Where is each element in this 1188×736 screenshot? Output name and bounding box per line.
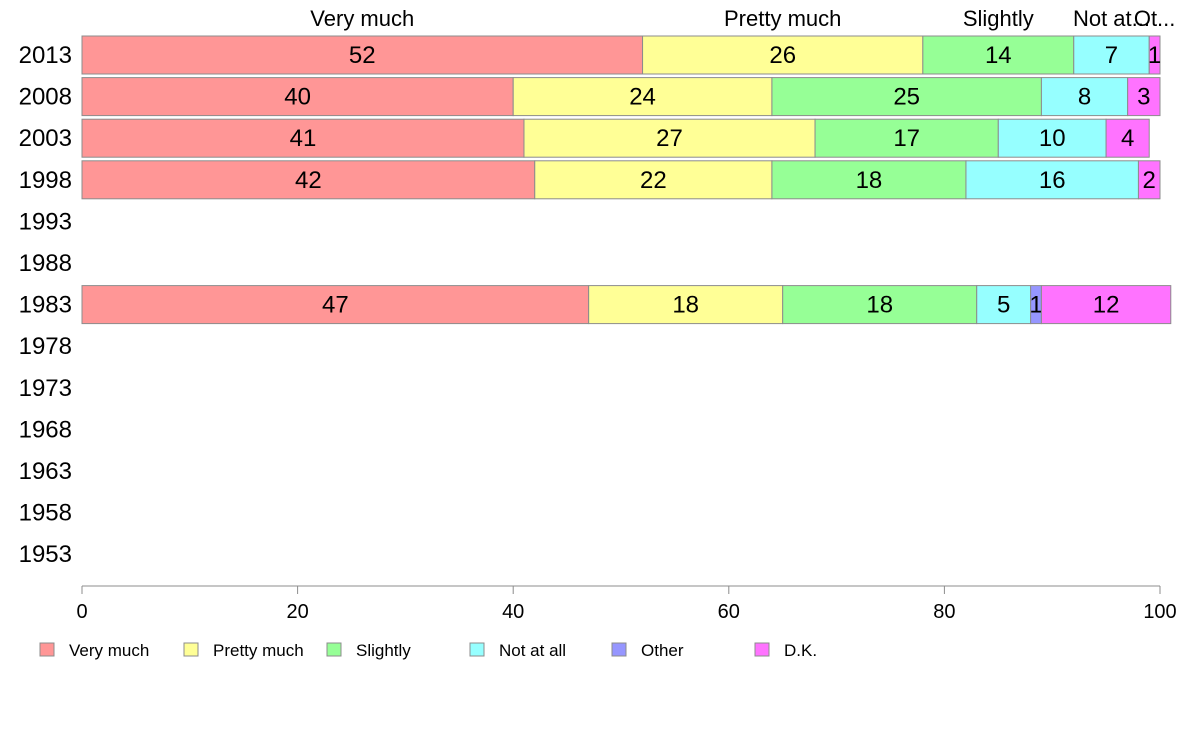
bar-2008-pretty-much: [512, 77, 773, 117]
top-label: Not at...: [1073, 6, 1150, 31]
y-axis: 2013 2008 2003 1998 1993 1988 1983 1978 1973 1968…: [19, 42, 72, 568]
bar-2003-very-much: [81, 118, 525, 158]
top-label: Ot...: [1134, 6, 1176, 31]
bar-2008-very-much: [81, 77, 514, 117]
bar-value-label: 1: [1148, 42, 1161, 69]
bar-value-label: 42: [295, 167, 322, 194]
legend-swatch: [183, 642, 199, 657]
top-label: Very much: [310, 6, 414, 31]
bar-value-label: 14: [985, 42, 1012, 69]
bar-value-label: 17: [893, 125, 920, 152]
x-tick-label: 40: [502, 601, 524, 623]
bar-value-label: 41: [290, 125, 317, 152]
y-tick-label-2003: 2003: [19, 125, 72, 152]
y-tick-label-1953: 1953: [19, 541, 72, 568]
bar-value-label: 12: [1093, 292, 1120, 319]
legend-swatch: [39, 642, 55, 657]
bar-value-label: 26: [769, 42, 796, 69]
y-tick-label-1978: 1978: [19, 333, 72, 360]
bars-layer: 52 26 14 7 1 40 24 25 8 3 41 27 17 10 4 42 22 18 16 2 47 18 18…: [81, 35, 1172, 325]
legend-swatch: [754, 642, 770, 657]
bar-1998-not-at-all: [965, 160, 1139, 200]
x-tick-label: 80: [933, 601, 955, 623]
bar-2003-d-k-: [1105, 118, 1150, 158]
legend-label: Not at all: [499, 641, 566, 660]
bar-1983-d-k-: [1040, 285, 1172, 325]
bar-value-label: 1: [1029, 292, 1042, 319]
bar-value-label: 27: [656, 125, 683, 152]
bar-value-label: 16: [1039, 167, 1066, 194]
legend-label: Slightly: [356, 641, 411, 660]
legend-label: Pretty much: [213, 641, 304, 660]
bar-1998-d-k-: [1137, 160, 1161, 200]
legend-label: D.K.: [784, 641, 817, 660]
bar-value-label: 18: [672, 292, 699, 319]
bar-2013-very-much: [81, 35, 644, 75]
x-tick-label: 100: [1143, 601, 1176, 623]
y-tick-label-2008: 2008: [19, 84, 72, 111]
bar-value-label: 18: [866, 292, 893, 319]
bar-value-label: 3: [1137, 84, 1150, 111]
x-tick-label: 0: [76, 601, 87, 623]
bar-2008-d-k-: [1127, 77, 1161, 117]
bar-value-label: 8: [1078, 84, 1091, 111]
bar-value-label: 18: [856, 167, 883, 194]
bar-value-label: 40: [284, 84, 311, 111]
y-tick-label-1988: 1988: [19, 250, 72, 277]
bar-2008-not-at-all: [1040, 77, 1129, 117]
bar-1983-very-much: [81, 285, 590, 325]
bar-1998-very-much: [81, 160, 536, 200]
bar-value-label: 24: [629, 84, 656, 111]
bar-1983-pretty-much: [588, 285, 784, 325]
bar-2013-d-k-: [1148, 35, 1161, 75]
legend: Very much Pretty much Slightly Not at all Ot…: [39, 641, 817, 660]
legend-swatch: [469, 642, 485, 657]
y-tick-label-1968: 1968: [19, 416, 72, 443]
bar-value-label: 47: [322, 292, 349, 319]
top-label: Pretty much: [724, 6, 841, 31]
bar-2013-slightly: [922, 35, 1075, 75]
bar-2013-pretty-much: [642, 35, 924, 75]
y-tick-label-1998: 1998: [19, 167, 72, 194]
bar-2003-pretty-much: [523, 118, 816, 158]
bar-2008-slightly: [771, 77, 1042, 117]
y-tick-label-1993: 1993: [19, 208, 72, 235]
y-tick-label-2013: 2013: [19, 42, 72, 69]
legend-swatch: [326, 642, 342, 657]
x-tick-label: 20: [286, 601, 308, 623]
legend-label: Very much: [69, 641, 149, 660]
y-tick-label-1963: 1963: [19, 458, 72, 485]
bar-2003-not-at-all: [997, 118, 1107, 158]
bar-value-label: 2: [1143, 167, 1156, 194]
top-labels-layer: Very much Pretty much Slightly Not at...Ot.…: [310, 6, 1175, 31]
x-tick-label: 60: [718, 601, 740, 623]
y-tick-label-1973: 1973: [19, 375, 72, 402]
bar-2003-slightly: [814, 118, 999, 158]
bar-value-label: 10: [1039, 125, 1066, 152]
bar-value-label: 22: [640, 167, 667, 194]
legend-swatch: [611, 642, 627, 657]
bar-value-label: 7: [1105, 42, 1118, 69]
bar-value-label: 25: [893, 84, 920, 111]
bar-value-label: 5: [997, 292, 1010, 319]
bar-value-label: 4: [1121, 125, 1134, 152]
x-axis: 0 20 40 60 80 100: [76, 585, 1177, 623]
top-label: Slightly: [963, 6, 1034, 31]
y-tick-label-1958: 1958: [19, 500, 72, 527]
y-tick-label-1983: 1983: [19, 292, 72, 319]
legend-label: Other: [641, 641, 684, 660]
bar-1983-not-at-all: [976, 285, 1032, 325]
bar-value-label: 52: [349, 42, 376, 69]
